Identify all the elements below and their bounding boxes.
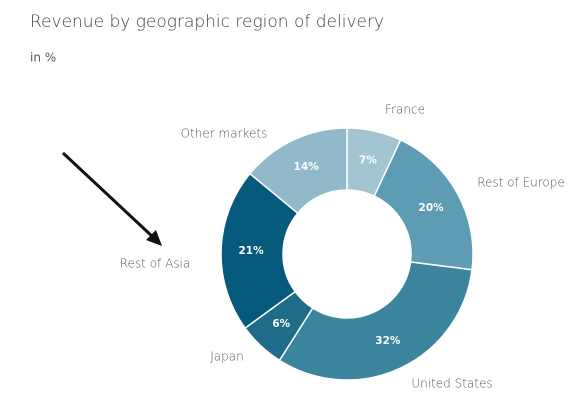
data-label: 6% (272, 318, 290, 330)
data-label: 21% (238, 245, 264, 257)
donut-segment (248, 127, 348, 215)
chart-subtitle: in % (30, 51, 56, 65)
data-label: 14% (294, 161, 320, 173)
donut-segment (220, 172, 299, 330)
segment-label: France (385, 103, 425, 117)
arrow-line (61, 151, 156, 240)
segment-label: Rest of Asia (120, 257, 190, 271)
segment-label: Other markets (181, 127, 268, 141)
chart-title: Revenue by geographic region of delivery (30, 12, 384, 32)
segment-label: Rest of Europe (477, 176, 565, 190)
data-label: 7% (359, 154, 377, 166)
donut-segment (278, 261, 473, 381)
segment-label: Japan (210, 350, 243, 364)
segment-label: United States (411, 377, 492, 391)
data-label: 20% (419, 202, 445, 214)
arrow-head (146, 230, 162, 246)
data-label: 32% (375, 335, 401, 347)
